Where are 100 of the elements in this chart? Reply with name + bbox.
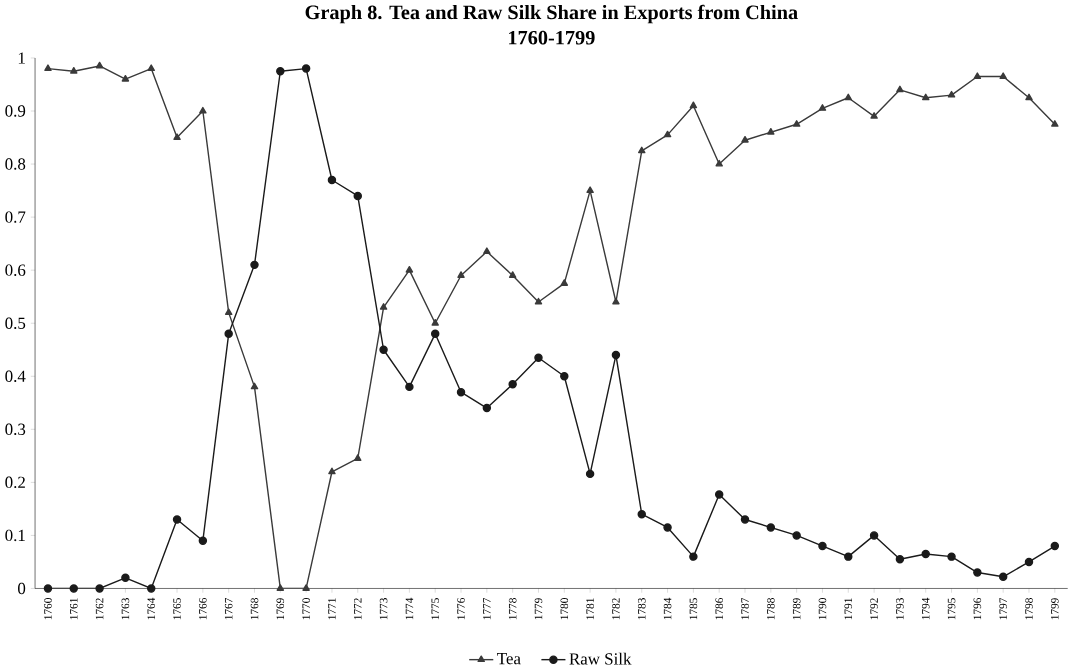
- point: [612, 297, 620, 305]
- x-tick-label: 1775: [431, 598, 439, 620]
- y-tick-label: 0.2: [5, 476, 25, 488]
- x-tick-label: 1767: [224, 597, 233, 620]
- point: [224, 308, 233, 315]
- point: [172, 515, 182, 524]
- point: [95, 584, 104, 593]
- point: [146, 584, 156, 593]
- x-tick-label: 1766: [199, 597, 207, 620]
- x-tick-label: 1783: [637, 598, 646, 620]
- point: [844, 93, 853, 101]
- x-tick-label: 1778: [508, 597, 517, 620]
- point: [973, 72, 982, 79]
- y-tick-label: 0.9: [5, 105, 26, 117]
- x-tick-label: 1761: [69, 598, 78, 620]
- point: [896, 85, 904, 93]
- x-tick-label: 1797: [999, 597, 1007, 620]
- y-tick-label: 0.7: [5, 211, 26, 223]
- point: [198, 536, 208, 545]
- y-tick-label: 0.6: [5, 264, 26, 276]
- point: [328, 467, 336, 475]
- point: [663, 130, 672, 138]
- x-tick-label: 1799: [1051, 598, 1059, 620]
- point: [999, 72, 1007, 79]
- x-tick-label: 1796: [973, 597, 982, 620]
- point: [69, 584, 79, 593]
- point: [430, 329, 440, 338]
- point: [354, 454, 362, 461]
- point: [663, 523, 672, 532]
- x-tick-label: 1789: [792, 598, 801, 620]
- chart-subtitle: 1760-1799: [509, 30, 595, 45]
- x-tick-label: 1787: [741, 597, 749, 620]
- point: [431, 318, 439, 326]
- point: [895, 554, 905, 564]
- x-tick-label: 1769: [276, 598, 285, 620]
- point: [301, 64, 311, 73]
- point: [250, 382, 259, 390]
- point: [534, 297, 543, 305]
- point: [199, 106, 207, 114]
- x-tick-label: 1777: [483, 597, 491, 620]
- legend-label: Raw Silk: [569, 652, 632, 665]
- point: [482, 403, 492, 413]
- point: [44, 64, 52, 71]
- point: [405, 382, 414, 391]
- point: [483, 247, 491, 254]
- point: [1025, 93, 1033, 101]
- point: [379, 302, 388, 310]
- point: [224, 329, 233, 338]
- point: [302, 584, 310, 591]
- point: [637, 509, 646, 519]
- x-tick-label: 1765: [173, 598, 181, 620]
- point: [43, 584, 53, 593]
- x-tick-label: 1781: [586, 598, 594, 620]
- point: [121, 573, 130, 582]
- x-tick-label: 1763: [121, 598, 130, 620]
- point: [560, 371, 569, 381]
- point: [70, 66, 78, 74]
- x-tick-label: 1773: [379, 598, 388, 620]
- x-tick-label: 1780: [560, 597, 569, 620]
- point: [689, 552, 698, 561]
- point: [844, 552, 853, 561]
- legend-label: Tea: [497, 652, 521, 665]
- point: [715, 159, 723, 167]
- point: [379, 345, 388, 354]
- point: [611, 350, 621, 360]
- point: [921, 549, 930, 559]
- point: [973, 568, 982, 577]
- point: [921, 93, 930, 101]
- point: [95, 61, 104, 69]
- x-tick-label: 1786: [715, 597, 723, 620]
- x-tick-label: 1798: [1025, 597, 1033, 620]
- x-tick-label: 1770: [302, 597, 310, 620]
- x-tick-label: 1784: [663, 597, 672, 620]
- x-tick-label: 1793: [896, 598, 904, 620]
- point: [508, 271, 517, 278]
- point: [457, 271, 465, 278]
- point: [1051, 119, 1059, 127]
- point: [1050, 541, 1060, 551]
- point: [818, 104, 827, 111]
- x-tick-label: 1776: [457, 597, 465, 620]
- point: [766, 523, 776, 532]
- x-tick-label: 1762: [95, 598, 104, 620]
- y-tick-label: 0.4: [5, 370, 26, 382]
- x-tick-label: 1764: [147, 597, 156, 620]
- point: [792, 531, 801, 540]
- point: [508, 379, 517, 389]
- y-tick-label: 0.8: [5, 158, 26, 170]
- point: [870, 111, 878, 119]
- point: [327, 175, 337, 185]
- x-tick-label: 1782: [612, 598, 620, 620]
- x-tick-label: 1794: [921, 597, 930, 620]
- x-tick-label: 1788: [767, 597, 775, 620]
- y-tick-label: 1: [18, 52, 25, 64]
- point: [998, 572, 1008, 581]
- point: [276, 66, 285, 76]
- point: [714, 490, 724, 499]
- x-tick-label: 1790: [818, 597, 827, 620]
- point: [586, 186, 594, 193]
- point: [637, 146, 646, 154]
- point: [121, 74, 130, 82]
